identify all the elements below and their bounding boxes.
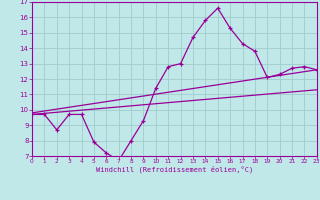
X-axis label: Windchill (Refroidissement éolien,°C): Windchill (Refroidissement éolien,°C) (96, 166, 253, 173)
